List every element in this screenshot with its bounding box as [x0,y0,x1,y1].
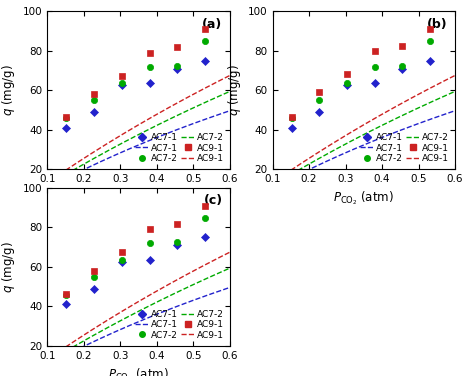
Legend: AC7-1, AC7-1, AC7-2, AC7-2, AC9-1, AC9-1: AC7-1, AC7-1, AC7-2, AC7-2, AC9-1, AC9-1 [359,131,450,165]
Text: (a): (a) [202,18,223,30]
Text: (c): (c) [203,194,223,207]
Y-axis label: $q$ (mg/g): $q$ (mg/g) [226,64,243,116]
X-axis label: $P_{\mathrm{CO_2}}$ (atm): $P_{\mathrm{CO_2}}$ (atm) [333,190,394,207]
Legend: AC7-1, AC7-1, AC7-2, AC7-2, AC9-1, AC9-1: AC7-1, AC7-1, AC7-2, AC7-2, AC9-1, AC9-1 [134,308,225,341]
X-axis label: $P_{\mathrm{CO_2}}$ (atm): $P_{\mathrm{CO_2}}$ (atm) [108,190,169,207]
Y-axis label: $q$ (mg/g): $q$ (mg/g) [0,64,18,116]
Y-axis label: $q$ (mg/g): $q$ (mg/g) [0,241,18,293]
Legend: AC7-1, AC7-1, AC7-2, AC7-2, AC9-1, AC9-1: AC7-1, AC7-1, AC7-2, AC7-2, AC9-1, AC9-1 [134,131,225,165]
X-axis label: $P_{\mathrm{CO_2}}$ (atm): $P_{\mathrm{CO_2}}$ (atm) [108,366,169,376]
Text: (b): (b) [427,18,448,30]
